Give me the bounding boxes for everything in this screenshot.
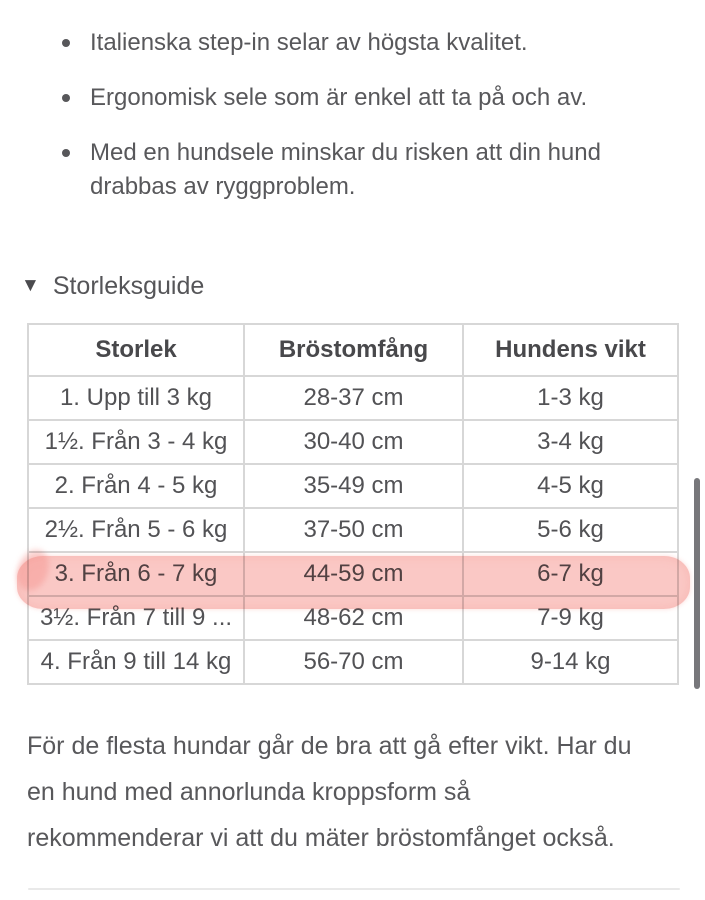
chevron-down-icon: ▼: [21, 275, 40, 296]
table-row: 2. Från 4 - 5 kg 35-49 cm 4-5 kg: [27, 463, 679, 509]
cell-chest: 30-40 cm: [243, 419, 464, 465]
cell-size: 3½. Från 7 till 9 ...: [27, 595, 245, 641]
cell-weight: 3-4 kg: [462, 419, 679, 465]
table-row: 1. Upp till 3 kg 28-37 cm 1-3 kg: [27, 375, 679, 421]
size-guide-toggle[interactable]: ▼ Storleksguide: [21, 271, 204, 301]
cell-size: 2. Från 4 - 5 kg: [27, 463, 245, 509]
bullet-icon: [62, 39, 70, 47]
cell-weight: 1-3 kg: [462, 375, 679, 421]
cell-chest: 56-70 cm: [243, 639, 464, 685]
paragraph-line: För de flesta hundar går de bra att gå e…: [27, 732, 632, 760]
cell-chest: 44-59 cm: [243, 551, 464, 597]
sizing-advice-paragraph: För de flesta hundar går de bra att gå e…: [27, 723, 692, 861]
cell-size: 1. Upp till 3 kg: [27, 375, 245, 421]
cell-chest: 35-49 cm: [243, 463, 464, 509]
paragraph-line: rekommenderar vi att du mäter bröstomfån…: [27, 824, 615, 852]
cell-size: 2½. Från 5 - 6 kg: [27, 507, 245, 553]
table-row: 2½. Från 5 - 6 kg 37-50 cm 5-6 kg: [27, 507, 679, 553]
cell-size: 3. Från 6 - 7 kg: [27, 551, 245, 597]
table-row-highlighted: 3. Från 6 - 7 kg 44-59 cm 6-7 kg: [27, 551, 679, 597]
cell-chest: 37-50 cm: [243, 507, 464, 553]
section-divider: [28, 888, 680, 890]
scrollbar-thumb[interactable]: [694, 478, 700, 689]
bullet-icon: [62, 94, 70, 102]
paragraph-line: en hund med annorlunda kroppsform så: [27, 778, 471, 806]
cell-weight: 5-6 kg: [462, 507, 679, 553]
bullet-text: Ergonomisk sele som är enkel att ta på o…: [90, 84, 588, 111]
bullet-text: Italienska step-in selar av högsta kvali…: [90, 29, 528, 56]
cell-size: 1½. Från 3 - 4 kg: [27, 419, 245, 465]
table-row: 4. Från 9 till 14 kg 56-70 cm 9-14 kg: [27, 639, 679, 685]
list-item: Med en hundsele minskar du risken att di…: [62, 136, 680, 204]
cell-weight: 4-5 kg: [462, 463, 679, 509]
bullet-icon: [62, 149, 70, 157]
table-row: 3½. Från 7 till 9 ... 48-62 cm 7-9 kg: [27, 595, 679, 641]
bullet-text: Med en hundsele minskar du risken att di…: [90, 139, 601, 200]
cell-weight: 7-9 kg: [462, 595, 679, 641]
cell-chest: 48-62 cm: [243, 595, 464, 641]
column-header-chest: Bröstomfång: [243, 323, 464, 377]
cell-weight: 6-7 kg: [462, 551, 679, 597]
size-guide-table: Storlek Bröstomfång Hundens vikt 1. Upp …: [27, 323, 679, 685]
cell-size: 4. Från 9 till 14 kg: [27, 639, 245, 685]
table-header-row: Storlek Bröstomfång Hundens vikt: [27, 323, 679, 377]
size-guide-title: Storleksguide: [52, 272, 205, 300]
table-row: 1½. Från 3 - 4 kg 30-40 cm 3-4 kg: [27, 419, 679, 465]
feature-bullet-list: Italienska step-in selar av högsta kvali…: [62, 26, 680, 225]
cell-chest: 28-37 cm: [243, 375, 464, 421]
size-guide-table-wrap: Storlek Bröstomfång Hundens vikt 1. Upp …: [17, 323, 690, 685]
column-header-size: Storlek: [27, 323, 245, 377]
cell-weight: 9-14 kg: [462, 639, 679, 685]
column-header-weight: Hundens vikt: [462, 323, 679, 377]
list-item: Italienska step-in selar av högsta kvali…: [62, 26, 680, 60]
list-item: Ergonomisk sele som är enkel att ta på o…: [62, 81, 680, 115]
